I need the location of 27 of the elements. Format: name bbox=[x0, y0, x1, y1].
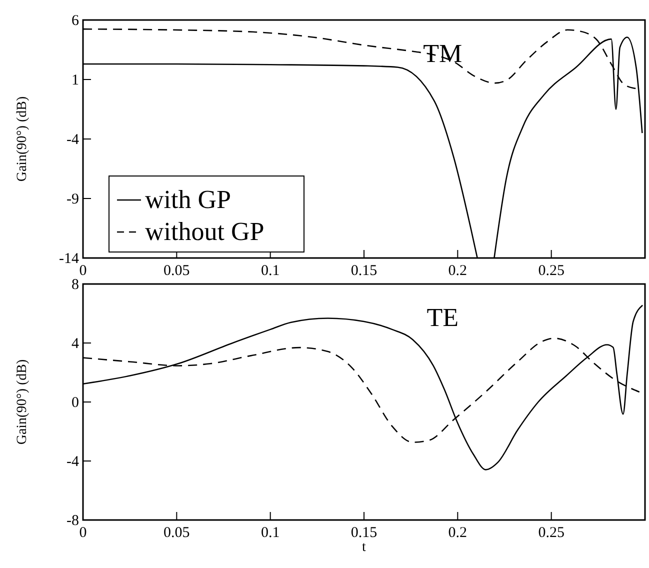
y-tick-label: -8 bbox=[66, 513, 79, 529]
x-tick-label: 0.25 bbox=[538, 263, 564, 279]
annotation: TM bbox=[423, 39, 462, 68]
x-axis-title: t bbox=[362, 540, 366, 555]
y-tick-label: 0 bbox=[72, 395, 79, 411]
y-tick-label: -9 bbox=[66, 192, 79, 208]
x-tick-label: 0.05 bbox=[164, 263, 190, 279]
legend-label: with GP bbox=[145, 185, 231, 214]
y-tick-label: 6 bbox=[72, 13, 80, 29]
y-tick-label: -4 bbox=[66, 132, 80, 148]
y-axis-title: Gain(90°) (dB) bbox=[15, 359, 30, 445]
y-tick-label: -4 bbox=[66, 454, 80, 470]
y-axis-title: Gain(90°) (dB) bbox=[15, 96, 30, 182]
y-tick-label: 8 bbox=[72, 277, 79, 293]
x-tick-label: 0.1 bbox=[260, 525, 280, 541]
x-tick-label: 0.15 bbox=[350, 525, 378, 541]
y-tick-label: 4 bbox=[72, 336, 80, 352]
x-tick-label: 0.15 bbox=[350, 263, 378, 279]
x-tick-label: 0.1 bbox=[260, 263, 280, 279]
x-tick-label: 0.25 bbox=[538, 525, 564, 541]
annotation: TE bbox=[426, 303, 459, 332]
legend-label: without GP bbox=[145, 217, 264, 246]
x-tick-label: 0.2 bbox=[448, 263, 468, 279]
y-tick-label: -14 bbox=[59, 251, 80, 267]
x-tick-label: 0.2 bbox=[448, 525, 468, 541]
y-tick-label: 1 bbox=[72, 72, 79, 88]
x-tick-label: 0.05 bbox=[164, 525, 190, 541]
